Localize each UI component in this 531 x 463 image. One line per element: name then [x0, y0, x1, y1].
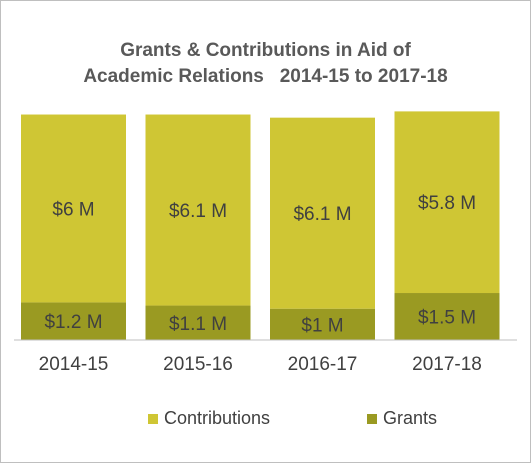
legend-swatch-grants — [367, 413, 377, 424]
data-label-contributions-2015-16: $6.1 M — [169, 201, 227, 222]
data-label-grants-2014-15: $1.2 M — [44, 312, 102, 333]
bar-contributions-2015-16 — [145, 114, 251, 306]
bar-contributions-2016-17 — [270, 117, 375, 309]
bar-grants-2015-16 — [145, 305, 251, 340]
bar-grants-2014-15 — [21, 302, 126, 340]
bar-contributions-2017-18 — [394, 111, 500, 294]
legend-label-grants: Grants — [383, 408, 438, 428]
x-tick-label-2014-15: 2014-15 — [39, 354, 109, 375]
data-label-grants-2016-17: $1 M — [301, 315, 343, 336]
chart-legend: Contributions Grants — [0, 408, 531, 432]
legend-item-contributions: Contributions — [148, 408, 270, 429]
data-label-grants-2017-18: $1.5 M — [418, 308, 476, 329]
chart-title: Grants & Contributions in Aid of Academi… — [0, 38, 531, 90]
legend-label-contributions: Contributions — [164, 408, 271, 428]
data-label-contributions-2017-18: $5.8 M — [418, 193, 476, 214]
bar-grants-2016-17 — [270, 308, 375, 340]
legend-swatch-contributions — [148, 413, 158, 424]
data-label-contributions-2014-15: $6 M — [52, 199, 94, 220]
legend-item-grants: Grants — [367, 408, 437, 429]
bar-grants-2017-18 — [394, 293, 500, 340]
chart-title-line-1: Grants & Contributions in Aid of — [120, 40, 411, 61]
x-tick-label-2016-17: 2016-17 — [288, 354, 358, 375]
bar-contributions-2014-15 — [21, 114, 126, 303]
x-tick-label-2015-16: 2015-16 — [163, 354, 233, 375]
data-label-contributions-2016-17: $6.1 M — [293, 204, 351, 225]
chart-title-line-2: Academic Relations 2014-15 to 2017-18 — [83, 66, 448, 87]
data-label-grants-2015-16: $1.1 M — [169, 314, 227, 335]
x-tick-label-2017-18: 2017-18 — [412, 354, 482, 375]
